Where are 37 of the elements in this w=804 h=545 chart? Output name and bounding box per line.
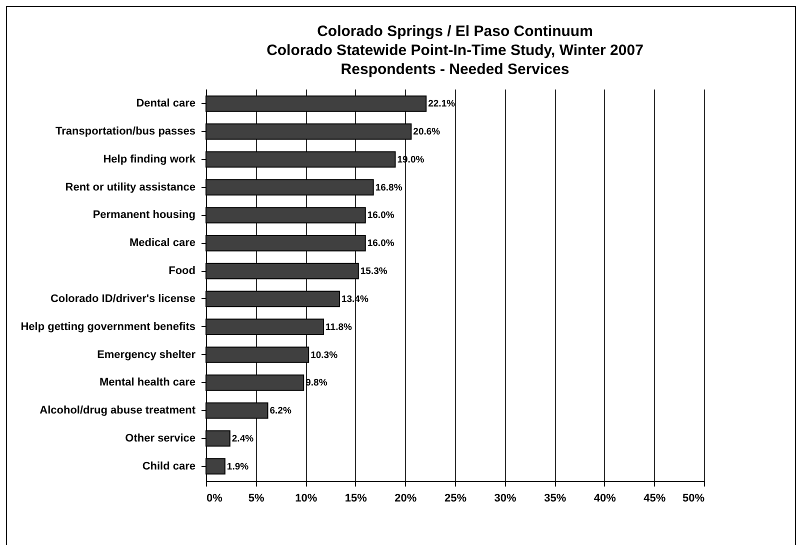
y-tick-label: Child care [142, 460, 196, 472]
y-tick-label: Colorado ID/driver's license [50, 292, 196, 305]
y-tick-label: Medical care [129, 237, 196, 250]
data-label: 1.9% [226, 461, 250, 472]
y-tick-label: Permanent housing [92, 209, 196, 222]
data-label: 22.1% [428, 98, 456, 110]
y-tick-label: Food [168, 265, 196, 278]
x-tick-label: 25% [444, 492, 467, 504]
y-tick-label: Transportation/bus passes [56, 126, 196, 138]
data-label: 16.0% [367, 238, 395, 250]
y-tick-label: Alcohol/drug abuse treatment [40, 404, 196, 417]
data-label: 2.4% [232, 433, 254, 444]
data-label: 20.6% [413, 126, 441, 138]
x-tick-label: 20% [394, 492, 417, 504]
y-tick-label: Help finding work [103, 153, 196, 166]
x-tick-label: 15% [344, 492, 368, 504]
data-label: 15.3% [360, 266, 388, 278]
x-tick-label: 40% [594, 492, 616, 504]
x-tick-label: 45% [644, 492, 666, 504]
x-tick-label: 30% [494, 492, 517, 504]
y-tick-label: Rent or utility assistance [65, 181, 196, 194]
x-tick-label: 5% [248, 492, 264, 504]
x-tick-label: 35% [544, 492, 566, 504]
chart-title: Colorado Springs / El Paso Continuum Colorado Statewide Point-In-Time Study, Winter 2007 Respondents - Needed Services [266, 23, 644, 78]
x-tick-label: 50% [682, 492, 705, 504]
y-tick-label: Emergency shelter [97, 348, 196, 361]
data-label: 16.0% [367, 210, 395, 222]
y-tick-label: Mental health care [100, 376, 196, 389]
data-label: 6.2% [270, 406, 292, 417]
x-tick-label: 0% [206, 492, 223, 504]
data-label: 16.8% [375, 182, 403, 194]
x-tick-label: 10% [295, 492, 318, 504]
data-label: 11.8% [326, 322, 352, 333]
y-tick-label: Help getting government benefits [20, 320, 196, 333]
y-tick-label: Other service [125, 432, 196, 444]
data-label: 10.3% [310, 350, 338, 361]
y-tick-label: Dental care [136, 98, 196, 110]
